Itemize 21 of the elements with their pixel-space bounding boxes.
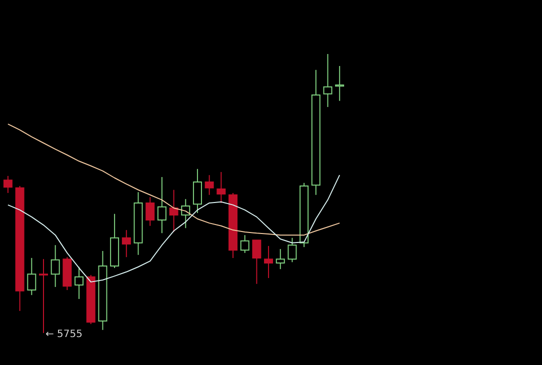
- candlestick: [288, 237, 297, 263]
- candlestick: [216, 172, 226, 204]
- candlestick: [122, 230, 131, 258]
- candlestick: [276, 248, 285, 270]
- candlestick: [252, 240, 262, 284]
- candlestick: [27, 257, 36, 296]
- annotation: ← 5755: [45, 329, 83, 340]
- candlestick: [240, 234, 250, 254]
- candlestick: [169, 189, 178, 232]
- candlestick: [146, 196, 155, 226]
- candlestick: [264, 245, 274, 279]
- candlestick: [38, 258, 48, 334]
- candlestick: [50, 244, 60, 288]
- candlestick: [192, 168, 202, 214]
- candlestick: [323, 54, 332, 108]
- candlestick: [74, 266, 84, 300]
- candlestick: [335, 65, 344, 102]
- candlestick: [204, 174, 214, 196]
- candlestick: [181, 198, 190, 229]
- candlestick: [3, 175, 12, 194]
- candlestick: [157, 176, 166, 234]
